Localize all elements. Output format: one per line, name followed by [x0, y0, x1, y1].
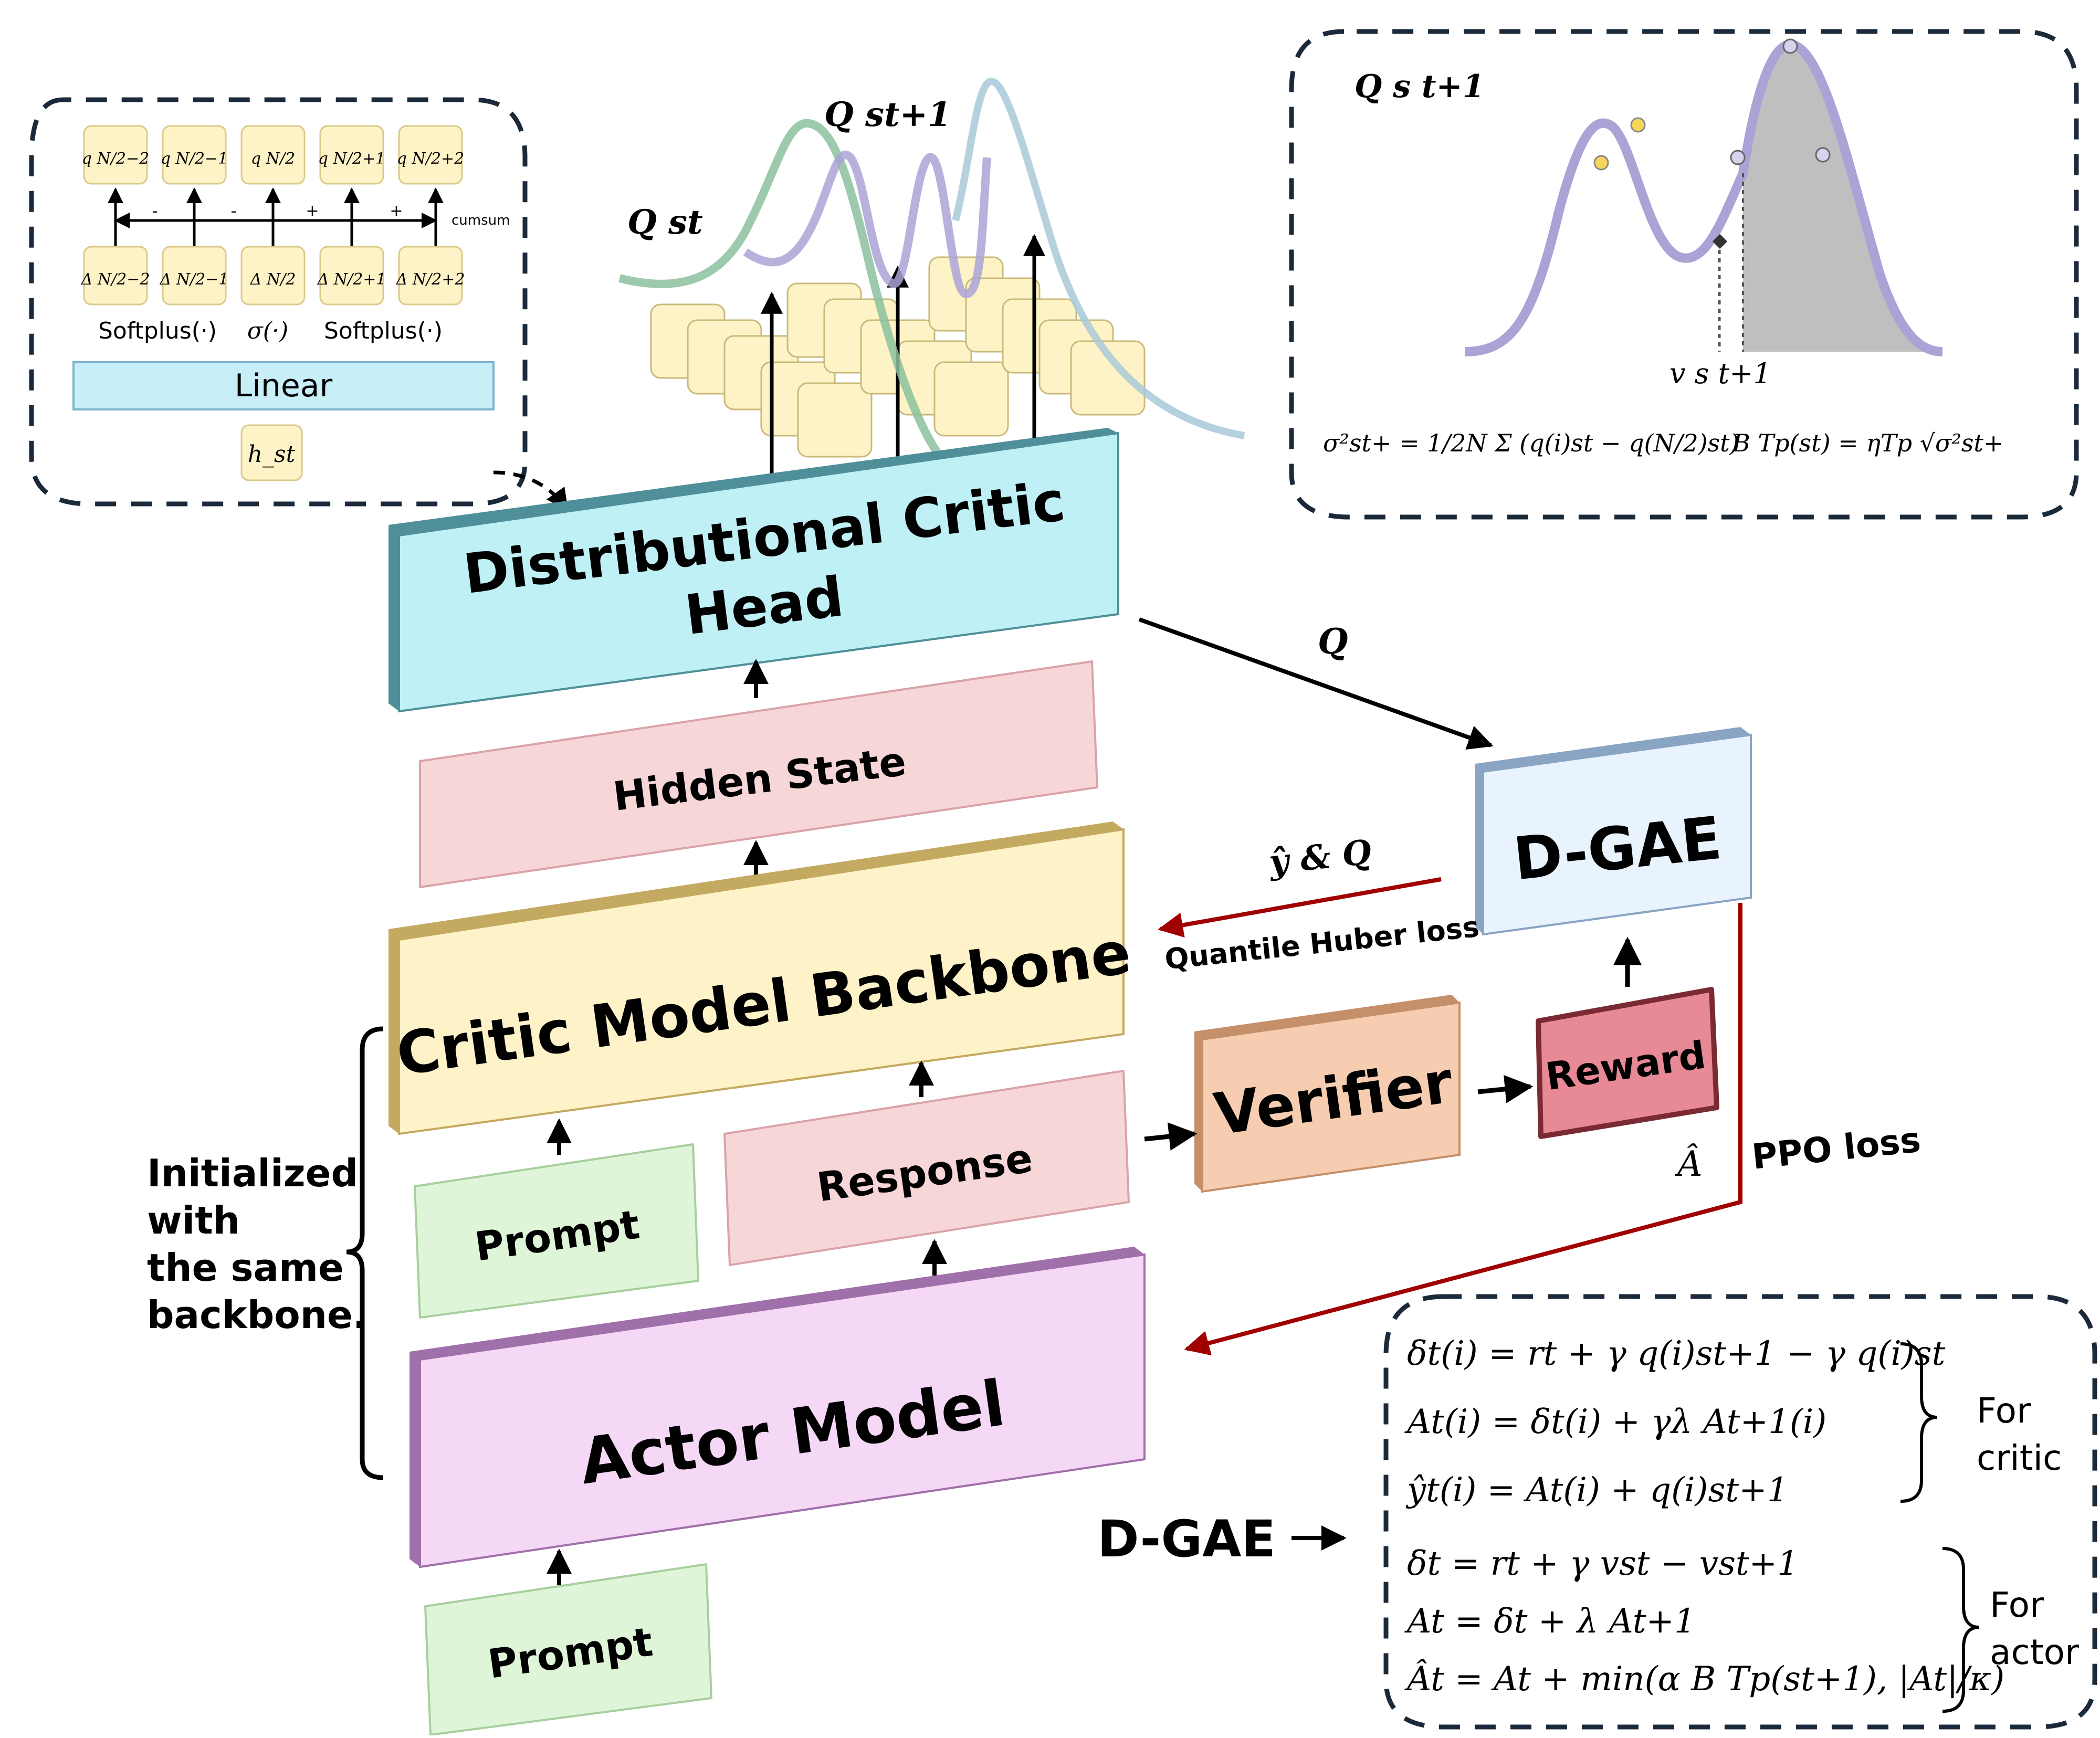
softplus-left: Softplus(·): [98, 318, 217, 344]
sign-2: +: [306, 202, 319, 220]
formula-b: B Tp(st) = ηTp √σ²st+: [1732, 429, 2003, 457]
sign-1: -: [231, 202, 237, 220]
value-label: v s t+1: [1670, 357, 1771, 390]
bottom-tile-4: Δ N/2+2: [396, 270, 465, 289]
critic-model-backbone: Critic Model Backbone: [388, 821, 1135, 1135]
inset-left: q N/2−2 q N/2−1 q N/2 q N/2+1 q N/2+2 cu…: [29, 97, 528, 507]
tail-area: [1743, 45, 1942, 352]
top-tile-3: q N/2+1: [318, 150, 385, 168]
init-line-4: backbone.: [147, 1293, 367, 1337]
reward: Reward: [1536, 987, 1719, 1139]
inset-bottom-tiles: Δ N/2−2 Δ N/2−1 Δ N/2 Δ N/2+1 Δ N/2+2: [81, 246, 465, 306]
ppo-loss-label: PPO loss: [1750, 1119, 1923, 1177]
dgae-block: D-GAE: [1475, 727, 1752, 936]
q-st-label: Q st: [627, 203, 703, 242]
hidden-state: Hidden State: [419, 660, 1098, 888]
linear-label: Linear: [235, 367, 333, 404]
bottom-tile-3: Δ N/2+1: [317, 270, 386, 289]
cumsum-label: cumsum: [452, 213, 510, 228]
top-tile-2: q N/2: [251, 150, 295, 168]
linear-layer: [72, 361, 495, 410]
inset-link-arrow: [493, 470, 569, 511]
actor-eq-2: At = δt + λ At+1: [1404, 1602, 1696, 1641]
left-brace: [346, 1026, 384, 1480]
hidden-input-label: h_st: [248, 441, 296, 468]
sigma-label: σ(·): [247, 318, 288, 344]
response: Response: [723, 1070, 1130, 1266]
inset-right: Q s t+1 v s t+1 σ²st+ = 1/2N Σ (q(i)st −…: [1289, 29, 2079, 520]
inset-right-title: Q s t+1: [1354, 68, 1485, 105]
init-line-3: the same: [147, 1246, 344, 1290]
init-line-2: with: [147, 1198, 240, 1242]
verifier: Verifier: [1194, 995, 1461, 1193]
for-critic-2: critic: [1977, 1438, 2062, 1478]
inset-top-tiles: q N/2−2 q N/2−1 q N/2 q N/2+1 q N/2+2: [82, 125, 464, 185]
actor-eq-3: Ât = At + min(α B Tp(st+1), |At|/κ): [1404, 1659, 2004, 1699]
distributional-critic-head: Distributional Critic Head: [388, 428, 1119, 713]
prompt-bottom: Prompt: [424, 1563, 712, 1736]
curve-green: [618, 119, 958, 476]
top-tile-4: q N/2+2: [397, 150, 464, 168]
bottom-tile-2: Δ N/2: [250, 270, 296, 289]
q-arrow: [1138, 617, 1494, 750]
actor-brace: [1942, 1547, 1980, 1713]
top-tile-0: q N/2−2: [82, 150, 149, 168]
dgae-label: D-GAE: [1097, 1510, 1276, 1568]
sign-0: -: [152, 202, 158, 220]
formula-sigma: σ²st+ = 1/2N Σ (q(i)st − q(N/2)st): [1323, 429, 1739, 457]
actor-model: Actor Model: [410, 1247, 1146, 1568]
critic-brace: [1900, 1342, 1938, 1503]
y-and-q-label: ŷ & Q: [1266, 833, 1373, 882]
hidden-input-tile: [240, 424, 303, 481]
red-arrow-actor: [1184, 903, 1742, 1356]
red-arrow-backbone: [1158, 877, 1442, 938]
critic-eq-2: At(i) = δt(i) + γλ At+1(i): [1404, 1403, 1826, 1441]
prompt-top: Prompt: [414, 1143, 699, 1319]
critic-eq-1: δt(i) = rt + γ q(i)st+1 − γ q(i)st: [1407, 1334, 1946, 1373]
critic-eq-3: ŷt(i) = At(i) + q(i)st+1: [1405, 1471, 1788, 1510]
for-actor-2: actor: [1990, 1632, 2080, 1672]
q-arrow-label: Q: [1318, 621, 1348, 662]
sign-3: +: [390, 202, 403, 220]
quantile-tiles: [650, 256, 1146, 458]
bottom-tile-0: Δ N/2−2: [81, 270, 150, 289]
for-critic-1: For: [1977, 1391, 2031, 1431]
for-actor-1: For: [1990, 1585, 2044, 1625]
softplus-right: Softplus(·): [324, 318, 443, 344]
curve-blue: [952, 78, 1245, 439]
actor-eq-1: δt = rt + γ vst − vst+1: [1407, 1544, 1799, 1583]
top-tile-1: q N/2−1: [161, 150, 228, 168]
curve-purple: [743, 151, 991, 299]
equations-box: δt(i) = rt + γ q(i)st+1 − γ q(i)st At(i)…: [1383, 1294, 2097, 1730]
quantile-curves: Q st Q st+1: [618, 78, 1245, 488]
bimodal-curve: [1464, 39, 1943, 356]
bottom-tile-1: Δ N/2−1: [160, 270, 229, 289]
q-st1-label: Q st+1: [824, 95, 951, 134]
init-line-1: Initialized: [147, 1151, 358, 1195]
a-hat-label: Â: [1674, 1144, 1703, 1184]
